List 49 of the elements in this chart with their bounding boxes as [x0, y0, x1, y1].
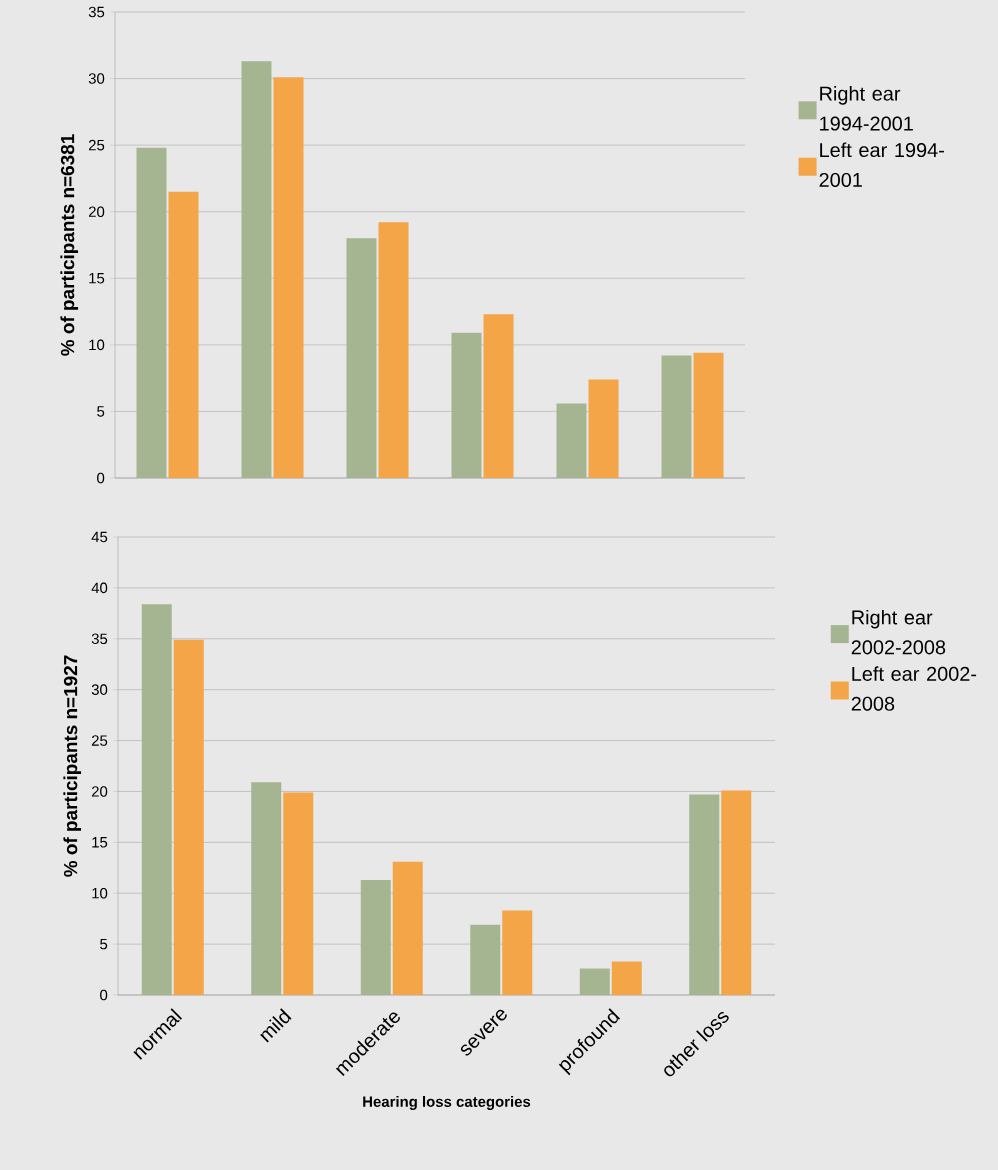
y-tick-label: 30: [88, 73, 105, 84]
y-tick-label: 5: [100, 938, 108, 950]
bar: [241, 61, 272, 478]
y-tick-label: 25: [88, 139, 105, 151]
bar: [556, 403, 587, 478]
bar: [579, 968, 610, 995]
bar: [168, 191, 199, 478]
bar: [392, 861, 423, 995]
y-axis-title: % of participants n=1927: [63, 655, 82, 877]
bar: [283, 792, 314, 995]
y-tick-label: 15: [92, 837, 108, 848]
legend-label: Right ear 1994-2001: [820, 86, 913, 131]
bar: [378, 222, 409, 478]
y-tick-label: 30: [91, 684, 108, 695]
x-axis-title: Hearing loss categories: [363, 1095, 531, 1110]
y-tick-label: 10: [92, 887, 108, 899]
y-tick-label: 45: [91, 531, 108, 543]
bar: [689, 794, 720, 995]
y-tick-label: 10: [89, 339, 105, 351]
bar: [136, 147, 167, 478]
bar: [661, 355, 692, 478]
bar: [173, 639, 204, 995]
legend-label: Left ear 2002-2008: [851, 666, 977, 711]
bar: [483, 314, 514, 478]
bar: [346, 238, 377, 478]
bar: [588, 379, 619, 478]
y-tick-label: 25: [91, 735, 108, 746]
y-tick-label: 15: [89, 273, 105, 284]
y-tick-label: 35: [88, 6, 105, 18]
bar: [141, 604, 172, 995]
y-tick-label: 0: [100, 989, 108, 1001]
bar: [273, 77, 304, 478]
y-tick-label: 40: [91, 582, 108, 594]
y-tick-label: 0: [97, 472, 105, 484]
bar: [251, 782, 282, 995]
bar: [451, 332, 482, 478]
bar: [502, 910, 533, 995]
y-tick-label: 20: [88, 206, 105, 217]
y-tick-label: 20: [91, 786, 108, 797]
legend-label: Right ear 2002-2008: [851, 609, 946, 655]
bar: [611, 961, 642, 995]
y-tick-label: 5: [97, 406, 105, 417]
y-axis-title: % of participants n=6381: [60, 134, 79, 356]
bar: [693, 352, 724, 478]
bar: [360, 879, 391, 995]
bar: [721, 790, 752, 995]
legend-label: Left ear 1994-2001: [819, 142, 944, 187]
bar: [470, 924, 501, 995]
y-tick-label: 35: [91, 633, 108, 645]
